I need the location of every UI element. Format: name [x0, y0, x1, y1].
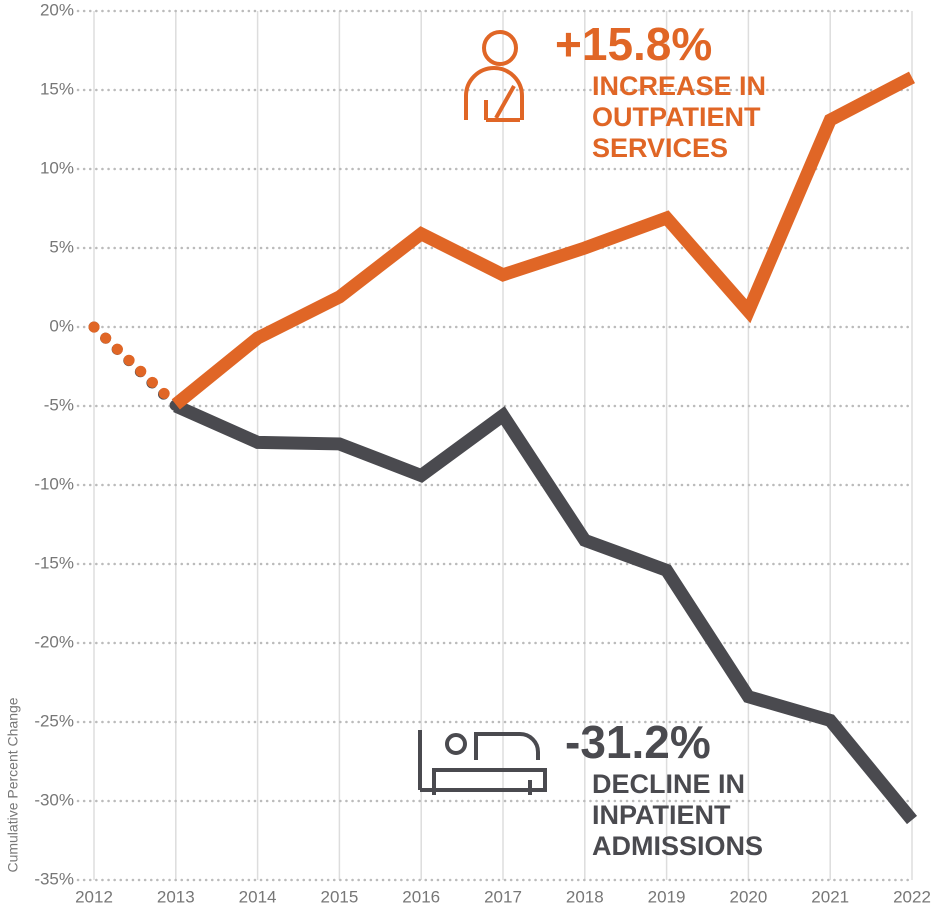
- annotation-text: DECLINE IN: [592, 769, 745, 799]
- annotation-text: INCREASE IN: [592, 71, 766, 101]
- y-tick-label: -10%: [34, 474, 74, 493]
- series-line: [171, 71, 916, 410]
- annotation-text: OUTPATIENT: [592, 102, 761, 132]
- x-tick-label: 2022: [893, 887, 931, 906]
- x-tick-label: 2017: [484, 887, 522, 906]
- x-tick-label: 2014: [239, 887, 277, 906]
- x-tick-label: 2020: [729, 887, 767, 906]
- y-tick-label: -35%: [34, 869, 74, 888]
- y-tick-label: 15%: [40, 79, 74, 98]
- x-tick-label: 2019: [648, 887, 686, 906]
- y-tick-label: 5%: [49, 237, 74, 256]
- annotation-text: INPATIENT: [592, 800, 731, 830]
- y-tick-label: 0%: [49, 316, 74, 335]
- x-tick-label: 2016: [402, 887, 440, 906]
- x-tick-label: 2012: [75, 887, 113, 906]
- annotation-value: +15.8%: [555, 18, 712, 70]
- x-tick-label: 2018: [566, 887, 604, 906]
- y-tick-label: -25%: [34, 711, 74, 730]
- annotation-text: ADMISSIONS: [592, 831, 763, 861]
- series-dotted-segment: [88, 321, 182, 410]
- y-tick-label: -20%: [34, 632, 74, 651]
- x-tick-label: 2013: [157, 887, 195, 906]
- annotation-text: SERVICES: [592, 133, 728, 163]
- annotation-value: -31.2%: [565, 716, 711, 768]
- y-tick-label: 20%: [40, 0, 74, 19]
- y-tick-label: 10%: [40, 158, 74, 177]
- x-tick-label: 2015: [320, 887, 358, 906]
- y-tick-label: -30%: [34, 790, 74, 809]
- outpatient-icon: [464, 30, 524, 122]
- series-line: [173, 400, 918, 825]
- y-axis-label: Cumulative Percent Change: [5, 697, 21, 872]
- y-tick-label: -15%: [34, 553, 74, 572]
- x-tick-label: 2021: [811, 887, 849, 906]
- inpatient-icon: [418, 730, 547, 795]
- y-tick-label: -5%: [44, 395, 74, 414]
- grid-layer: [76, 9, 914, 882]
